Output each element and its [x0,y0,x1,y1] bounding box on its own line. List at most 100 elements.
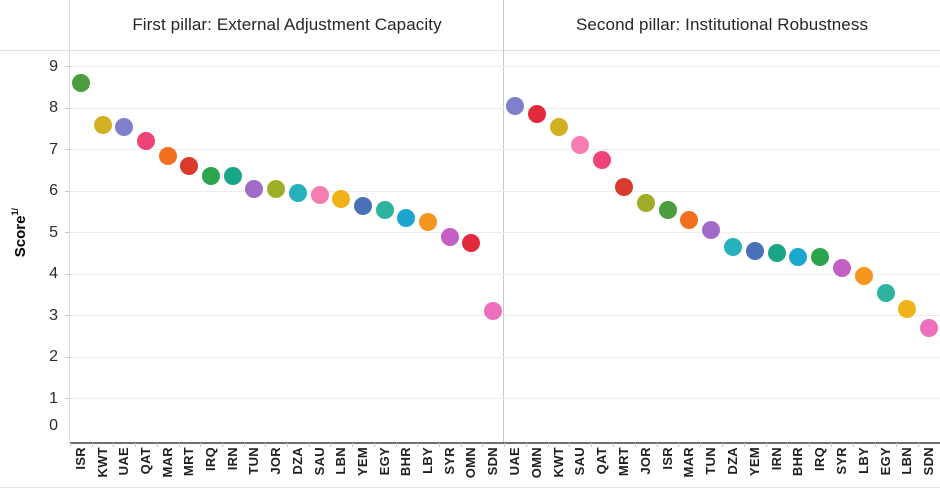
data-point-LBN-panel2 [898,300,917,319]
x-axis-line [70,442,940,444]
x-tick-mark-panel2-12 [765,443,767,447]
x-tick-label-QAT-panel1: QAT [137,447,153,475]
x-tick-mark-panel2-2 [547,443,549,447]
x-tick-mark-panel2-0 [504,443,505,447]
data-point-DZA-panel2 [723,238,742,257]
x-tick-mark-panel2-15 [831,443,832,447]
data-point-EGY-panel1 [375,200,394,219]
y-axis-line [69,0,70,443]
data-point-SDN-panel2 [920,318,939,337]
data-point-IRN-panel1 [223,167,242,186]
y-tick-mark-2 [65,356,70,358]
y-axis-footnote-mark: 1/ [10,208,20,216]
data-point-YEM-panel2 [745,242,764,261]
data-point-IRQ-panel2 [811,248,830,267]
data-point-QAT-panel1 [136,132,155,151]
y-tick-label-6: 6 [49,182,58,199]
gridline-1 [70,398,940,399]
data-point-YEM-panel1 [353,196,372,215]
x-tick-label-SAU-panel1: SAU [311,447,327,476]
x-tick-label-ISR-panel2: ISR [659,447,675,470]
x-tick-mark-panel2-13 [787,443,789,447]
y-tick-label-3: 3 [49,306,58,324]
x-tick-label-DZA-panel2: DZA [724,447,740,475]
y-tick-mark-4 [65,273,70,275]
x-tick-label-TUN-panel2: TUN [703,447,719,475]
data-point-DZA-panel1 [288,184,307,203]
x-tick-label-LBY-panel2: LBY [855,447,871,474]
x-tick-mark-panel1-11 [308,443,310,447]
x-tick-label-MAR-panel2: MAR [681,447,697,478]
y-tick-label-8: 8 [49,99,58,116]
x-tick-mark-panel1-8 [243,443,245,447]
x-tick-mark-panel1-17 [438,443,440,447]
data-point-MRT-panel1 [180,157,199,176]
data-point-LBN-panel1 [332,190,351,209]
x-tick-mark-panel1-4 [156,443,158,447]
data-point-EGY-panel2 [876,283,895,302]
x-tick-mark-panel2-17 [874,443,876,447]
x-tick-label-IRQ-panel2: IRQ [812,447,828,472]
x-tick-mark-panel1-1 [91,443,93,447]
x-tick-label-DZA-panel1: DZA [289,447,305,475]
x-tick-mark-panel2-4 [591,443,593,447]
x-tick-label-LBN-panel2: LBN [899,447,915,475]
panel-title-first-pillar: First pillar: External Adjustment Capaci… [132,15,442,34]
data-point-SYR-panel2 [832,258,851,277]
x-tick-mark-panel2-19 [918,443,920,447]
gridline-5 [70,232,940,233]
x-tick-label-IRN-panel2: IRN [768,447,784,471]
data-point-KWT-panel2 [549,117,568,136]
x-tick-mark-panel1-0 [70,443,71,447]
gridline-6 [70,190,940,192]
x-tick-mark-panel1-19 [482,443,484,447]
x-tick-mark-panel1-9 [265,443,267,447]
x-tick-mark-panel1-3 [135,443,137,447]
x-tick-mark-panel2-8 [678,443,680,447]
x-tick-label-YEM-panel1: YEM [354,447,370,477]
y-tick-label-1: 1 [49,389,58,407]
data-point-SDN-panel1 [484,302,503,321]
x-tick-label-ISR-panel1: ISR [72,447,88,470]
data-point-LBY-panel2 [854,267,873,286]
pane-top-border [0,50,940,51]
x-tick-mark-panel1-15 [395,443,397,447]
data-point-QAT-panel2 [593,150,612,169]
data-point-BHR-panel1 [397,208,416,227]
data-point-JOR-panel2 [636,194,655,213]
x-tick-mark-panel2-9 [700,443,702,447]
data-point-OMN-panel2 [527,105,546,124]
x-tick-mark-panel2-10 [722,443,723,447]
x-tick-label-MAR-panel1: MAR [159,447,175,478]
y-tick-mark-1 [65,398,70,399]
gridline-9 [70,66,940,67]
data-point-LBY-panel1 [419,213,438,232]
x-tick-mark-panel1-18 [460,443,462,447]
y-tick-label-0: 0 [49,417,58,434]
data-point-MAR-panel1 [158,146,177,165]
data-point-JOR-panel1 [267,179,286,198]
x-tick-mark-panel2-1 [525,443,527,447]
x-tick-label-TUN-panel1: TUN [246,447,262,475]
data-point-IRN-panel2 [767,244,786,263]
x-tick-mark-panel2-3 [569,443,571,447]
x-tick-mark-panel1-13 [352,443,354,447]
data-point-SAU-panel1 [310,186,329,205]
x-tick-mark-panel1-10 [287,443,288,447]
data-point-KWT-panel1 [93,115,112,134]
x-tick-label-LBY-panel1: LBY [420,447,436,474]
panel-title-second-pillar: Second pillar: Institutional Robustness [575,15,869,34]
x-tick-label-KWT-panel2: KWT [550,447,566,478]
x-tick-mark-panel2-16 [852,443,854,447]
x-tick-mark-panel1-2 [113,443,115,447]
gridline-7 [70,149,940,150]
data-point-BHR-panel2 [789,248,808,267]
y-tick-mark-6 [65,190,70,192]
x-tick-label-YEM-panel2: YEM [746,447,762,477]
x-tick-label-IRQ-panel1: IRQ [203,447,219,472]
x-tick-mark-panel2-7 [656,443,658,447]
y-tick-mark-7 [65,149,70,150]
data-point-TUN-panel2 [702,221,721,240]
x-tick-mark-panel2-5 [613,443,614,447]
